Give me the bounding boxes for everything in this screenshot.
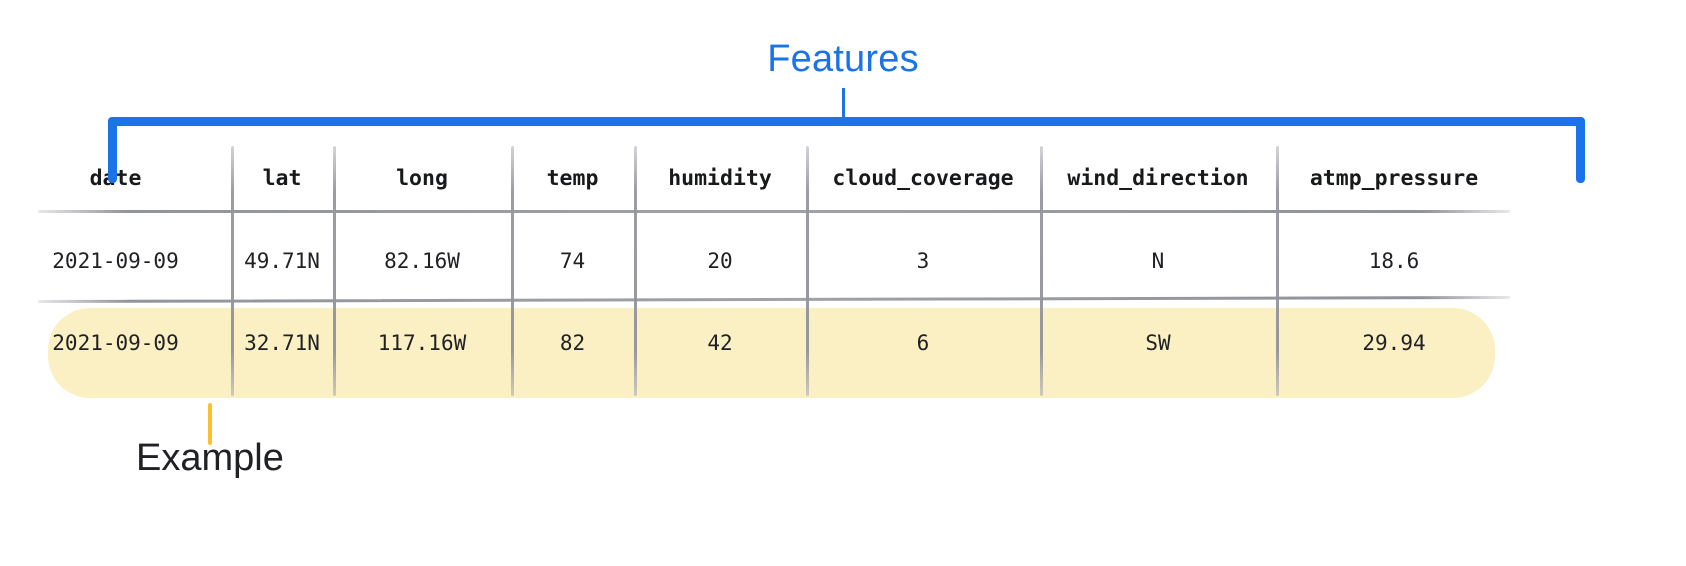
column-header-long: long <box>396 165 448 191</box>
cell-long: 117.16W <box>377 331 467 355</box>
column-divider-3 <box>511 146 514 396</box>
column-divider-1 <box>231 146 234 396</box>
cell-atmp-pressure: 29.94 <box>1362 331 1426 355</box>
cell-humidity: 20 <box>707 249 733 273</box>
cell-humidity: 42 <box>707 331 733 355</box>
cell-temp: 74 <box>559 249 586 273</box>
column-divider-2 <box>333 146 336 396</box>
table-rule-header <box>38 210 1510 213</box>
cell-atmp-pressure: 18.6 <box>1368 249 1420 273</box>
example-row-highlight <box>48 308 1495 398</box>
cell-lat: 49.71N <box>244 249 320 273</box>
column-divider-4 <box>634 146 637 396</box>
table-row: 2021-09-09 49.71N 82.16W 74 20 3 N 18.6 <box>0 238 1686 284</box>
column-header-humidity: humidity <box>668 165 772 191</box>
cell-cloud-coverage: 3 <box>916 249 930 273</box>
column-divider-7 <box>1276 146 1279 396</box>
column-header-wind-direction: wind_direction <box>1067 165 1249 191</box>
cell-wind-direction: N <box>1151 249 1165 273</box>
table-header-row: date lat long temp humidity cloud_covera… <box>0 152 1686 204</box>
features-bracket-bar <box>108 117 1585 126</box>
cell-wind-direction: SW <box>1145 331 1171 355</box>
column-header-atmp-pressure: atmp_pressure <box>1309 165 1479 191</box>
cell-temp: 82 <box>559 331 586 355</box>
column-header-cloud-coverage: cloud_coverage <box>832 165 1014 191</box>
cell-cloud-coverage: 6 <box>916 331 930 355</box>
cell-lat: 32.71N <box>244 331 320 355</box>
column-divider-6 <box>1040 146 1043 396</box>
table-row: 2021-09-09 32.71N 117.16W 82 42 6 SW 29.… <box>0 320 1686 366</box>
table-rule-row <box>37 295 1511 304</box>
cell-date: 2021-09-09 <box>52 249 179 273</box>
column-header-lat: lat <box>262 165 302 191</box>
features-bracket <box>108 117 1585 183</box>
features-bracket-right-tick <box>1576 119 1585 183</box>
column-header-temp: temp <box>546 165 599 191</box>
features-bracket-left-tick <box>108 119 117 183</box>
cell-date: 2021-09-09 <box>52 331 179 355</box>
column-divider-5 <box>806 146 809 396</box>
features-connector-line <box>842 88 845 120</box>
cell-long: 82.16W <box>384 249 460 273</box>
features-annotation-label: Features <box>767 38 919 80</box>
example-connector-line <box>208 403 212 445</box>
example-annotation-label: Example <box>136 437 284 479</box>
